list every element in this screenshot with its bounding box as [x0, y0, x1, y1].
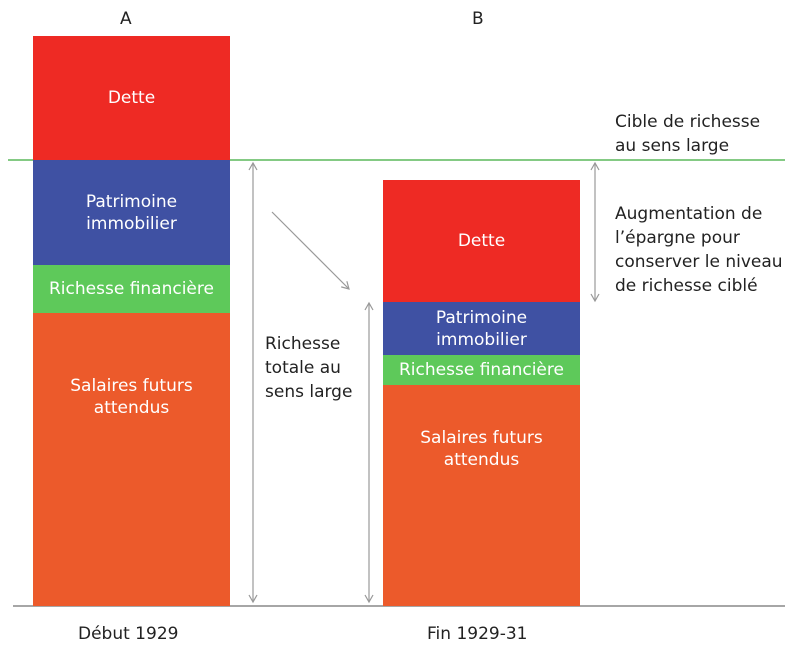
bar-a-label: Début 1929	[78, 624, 179, 644]
bar-b-financiere: Richesse financière	[383, 355, 580, 385]
bar-b-label: Fin 1929-31	[427, 624, 528, 644]
bar-a-dette: Dette	[33, 36, 230, 160]
bar-a-letter: A	[120, 9, 132, 29]
bar-a-financiere: Richesse financière	[33, 265, 230, 313]
bar-b-patrimoine: Patrimoine immobilier	[383, 302, 580, 355]
saving-annotation: Augmentation de l’épargne pour conserver…	[615, 204, 783, 296]
decline-arrow	[271, 211, 350, 290]
target-annotation: Cible de richesse au sens large	[615, 112, 761, 156]
bar-a-salaires: Salaires futurs attendus	[33, 313, 230, 606]
bar-b-salaires: Salaires futurs attendus	[383, 385, 580, 606]
bar-a-patrimoine: Patrimoine immobilier	[33, 160, 230, 265]
bar-b-letter: B	[472, 9, 484, 29]
total-wealth-annotation: Richesse totale au sens large	[265, 334, 353, 402]
bar-b-dette: Dette	[383, 180, 580, 302]
